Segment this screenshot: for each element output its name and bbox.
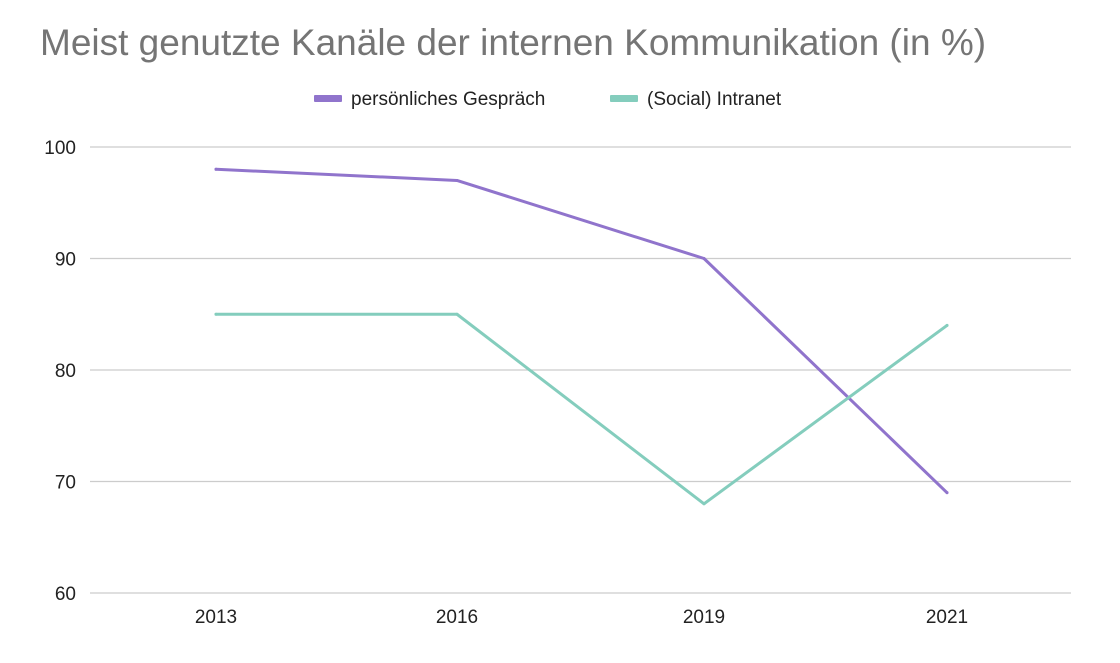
series-line-persoenliches-gespraech[interactable]	[214, 167, 949, 495]
x-tick-label-2016: 2016	[436, 607, 478, 628]
x-tick-label-2013: 2013	[195, 607, 237, 628]
data-point-persoenliches-gespraech-2021[interactable]	[945, 491, 949, 495]
y-tick-label-100: 100	[44, 138, 76, 159]
data-point-social-intranet-2013[interactable]	[214, 312, 218, 316]
data-point-persoenliches-gespraech-2013[interactable]	[214, 167, 218, 171]
data-point-social-intranet-2016[interactable]	[455, 312, 459, 316]
y-tick-label-70: 70	[55, 473, 76, 494]
y-tick-label-90: 90	[55, 250, 76, 271]
data-point-social-intranet-2019[interactable]	[702, 502, 706, 506]
x-axis: 2013 2016 2019 2021	[195, 607, 968, 628]
data-point-persoenliches-gespraech-2016[interactable]	[455, 178, 459, 182]
data-point-persoenliches-gespraech-2019[interactable]	[702, 257, 706, 260]
x-tick-label-2021: 2021	[926, 607, 968, 628]
x-tick-label-2019: 2019	[683, 607, 725, 628]
legend-swatch-social-intranet	[610, 95, 638, 102]
series-line-social-intranet[interactable]	[214, 312, 949, 506]
y-axis: 100 90 80 70 60	[44, 138, 76, 605]
data-point-social-intranet-2021[interactable]	[945, 323, 949, 327]
legend-item-social-intranet[interactable]: (Social) Intranet	[610, 89, 782, 110]
series-lines	[214, 167, 949, 506]
gridlines	[90, 146, 1071, 594]
legend-swatch-persoenliches-gespraech	[314, 95, 342, 102]
y-tick-label-60: 60	[55, 584, 76, 605]
y-tick-label-80: 80	[55, 361, 76, 382]
legend: persönliches Gespräch (Social) Intranet	[314, 89, 782, 110]
legend-item-persoenliches-gespraech[interactable]: persönliches Gespräch	[314, 89, 545, 110]
chart-title: Meist genutzte Kanäle der internen Kommu…	[40, 22, 986, 63]
legend-label-persoenliches-gespraech: persönliches Gespräch	[351, 89, 545, 110]
legend-label-social-intranet: (Social) Intranet	[647, 89, 782, 110]
